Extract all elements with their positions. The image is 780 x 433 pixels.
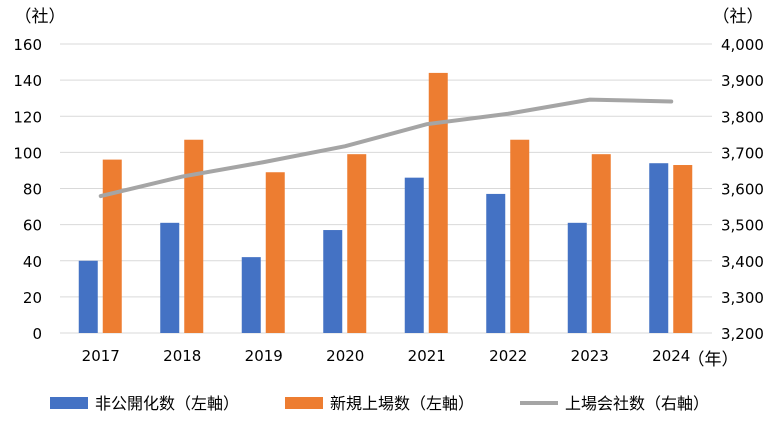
legend-label: 非公開化数（左軸） [95, 394, 239, 413]
x-tick-label: 2023 [571, 347, 609, 365]
right-tick-label: 3,800 [721, 108, 764, 126]
bar-delisted [242, 257, 261, 333]
bar-ipo [429, 73, 448, 333]
left-tick-label: 140 [13, 72, 42, 90]
right-tick-label: 3,200 [721, 325, 764, 343]
x-tick-label: 2018 [163, 347, 201, 365]
left-tick-label: 60 [23, 217, 42, 235]
bar-ipo [184, 140, 203, 333]
bar-delisted [649, 163, 668, 333]
left-tick-label: 160 [13, 36, 42, 54]
x-tick-label: 2021 [408, 347, 446, 365]
bar-delisted [323, 230, 342, 333]
left-axis-unit: （社） [15, 7, 66, 27]
bar-ipo [347, 154, 366, 333]
left-tick-label: 100 [13, 144, 42, 162]
bar-delisted [568, 223, 587, 333]
right-tick-label: 3,400 [721, 253, 764, 271]
x-tick-label: 2022 [489, 347, 527, 365]
x-tick-label: 2017 [82, 347, 120, 365]
right-tick-label: 3,500 [721, 217, 764, 235]
x-tick-label: 2019 [245, 347, 283, 365]
bar-delisted [405, 178, 424, 333]
legend-label: 新規上場数（左軸） [330, 394, 474, 413]
x-axis-unit: （年） [688, 350, 739, 370]
x-tick-label: 2020 [326, 347, 364, 365]
left-tick-label: 80 [23, 181, 42, 199]
bar-delisted [486, 194, 505, 333]
legend-swatch [285, 397, 323, 409]
left-tick-label: 0 [32, 325, 42, 343]
left-tick-label: 40 [23, 253, 42, 271]
left-tick-label: 20 [23, 289, 42, 307]
right-axis-unit: （社） [713, 7, 764, 27]
bar-ipo [266, 172, 285, 333]
right-tick-label: 3,300 [721, 289, 764, 307]
bar-delisted [160, 223, 179, 333]
bar-ipo [103, 160, 122, 333]
bar-delisted [79, 261, 98, 333]
right-tick-label: 3,900 [721, 72, 764, 90]
bar-ipo [592, 154, 611, 333]
right-tick-label: 4,000 [721, 36, 764, 54]
legend-swatch [50, 397, 88, 409]
right-tick-label: 3,700 [721, 144, 764, 162]
bar-ipo [510, 140, 529, 333]
x-tick-label: 2024 [652, 347, 690, 365]
right-tick-label: 3,600 [721, 181, 764, 199]
bar-ipo [673, 165, 692, 333]
legend-label: 上場会社数（右軸） [565, 394, 709, 413]
left-tick-label: 120 [13, 108, 42, 126]
